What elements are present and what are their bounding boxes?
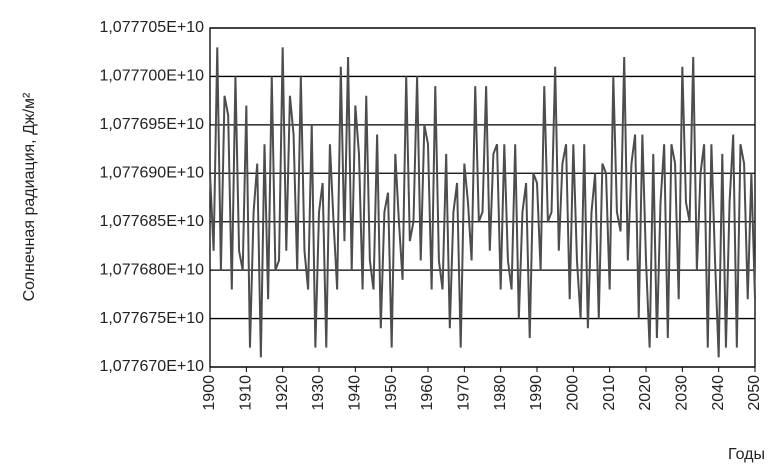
- x-tick-label: 1920: [274, 375, 291, 411]
- x-tick-label: 1960: [419, 375, 436, 411]
- y-tick-label: 1,077685E+10: [99, 213, 204, 230]
- data-line: [209, 47, 756, 358]
- x-tick-label: 1980: [492, 375, 509, 411]
- x-tick-label: 1900: [201, 375, 218, 411]
- x-tick-label: 2020: [637, 375, 654, 411]
- y-axis-label: Солнечная радиация, Дж/м²: [21, 92, 38, 301]
- x-tick-label: 1940: [347, 375, 364, 411]
- x-tick-label: 1950: [383, 375, 400, 411]
- y-tick-label: 1,077695E+10: [99, 116, 204, 133]
- y-tick-label: 1,077705E+10: [99, 19, 204, 36]
- x-tick-label: 1990: [528, 375, 545, 411]
- y-tick-label: 1,077690E+10: [99, 165, 204, 182]
- y-tick-label: 1,077675E+10: [99, 310, 204, 327]
- plot-frame: [209, 27, 756, 368]
- x-tick-label: 2010: [601, 375, 618, 411]
- x-tick-label: 1970: [456, 375, 473, 411]
- x-tick-label: 1930: [310, 375, 327, 411]
- x-tick-label: 2000: [565, 375, 582, 411]
- x-tick-label: 2030: [674, 375, 691, 411]
- y-tick-label: 1,077700E+10: [99, 68, 204, 85]
- x-tick-label: 2050: [746, 375, 763, 411]
- y-tick-label: 1,077680E+10: [99, 261, 204, 278]
- y-tick-label: 1,077670E+10: [99, 358, 204, 375]
- x-tick-label: 1910: [238, 375, 255, 411]
- x-axis-label: Годы: [728, 446, 765, 463]
- x-tick-label: 2040: [710, 375, 727, 411]
